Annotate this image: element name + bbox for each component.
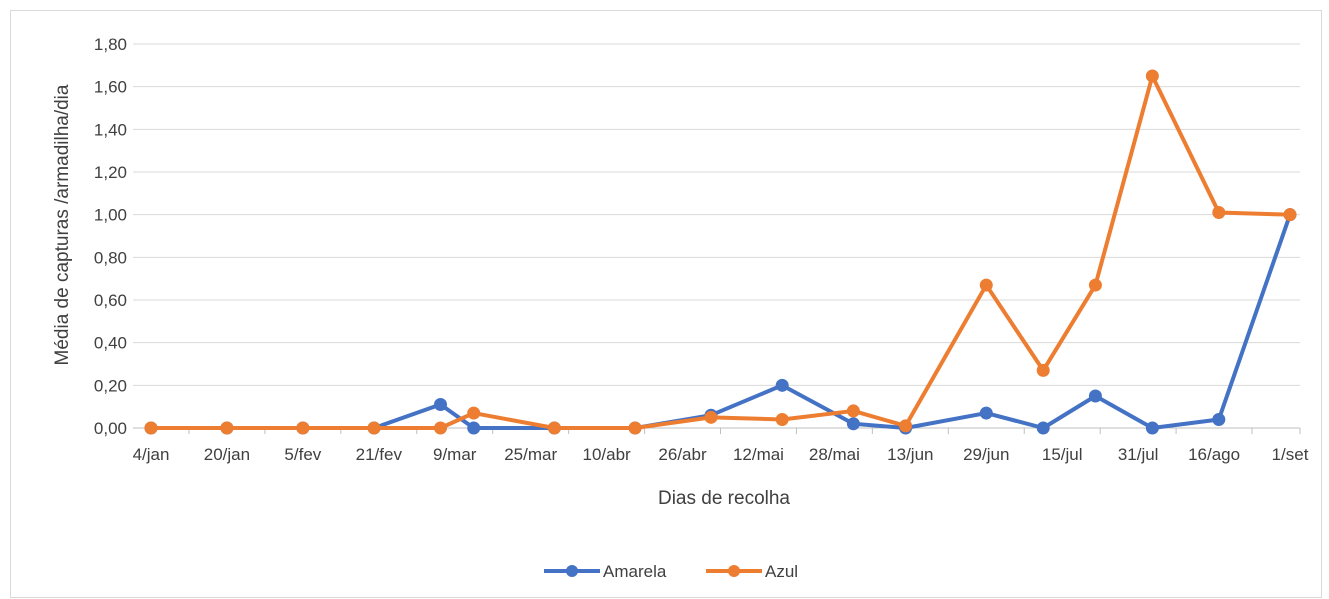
y-tick-label: 1,20 [94,163,127,182]
legend: Amarela Azul [544,562,798,581]
x-tick-label: 5/fev [284,445,321,464]
data-point [1145,421,1159,435]
data-point [775,412,789,426]
series-line [149,212,1292,430]
data-point [467,406,481,420]
data-point [1212,412,1226,426]
data-point [367,421,381,435]
x-tick-label: 13/jun [887,445,933,464]
series-azul [144,69,1297,435]
data-point [979,406,993,420]
chart-frame [10,10,1322,598]
x-tick-label: 1/set [1272,445,1309,464]
x-tick-label: 20/jan [204,445,250,464]
y-tick-label: 0,00 [94,419,127,438]
x-tick-label: 9/mar [433,445,477,464]
x-tick-label: 4/jan [133,445,170,464]
legend-item: Amarela [544,562,667,581]
data-point [846,417,860,431]
y-tick-label: 1,80 [94,35,127,54]
legend-label: Amarela [603,562,667,581]
data-point [1088,278,1102,292]
y-axis-tick-labels: 0,00 0,20 0,40 0,60 0,80 1,00 1,20 1,40 1,60 1,80 [94,35,127,438]
y-tick-label: 1,40 [94,120,127,139]
series-line [149,74,1292,430]
x-tick-label: 21/fev [356,445,403,464]
y-tick-label: 0,40 [94,334,127,353]
data-series [144,69,1297,435]
data-point [433,421,447,435]
data-point [628,421,642,435]
data-point [547,421,561,435]
data-point [846,404,860,418]
gridlines [133,43,1300,386]
data-point [1036,421,1050,435]
legend-marker [728,565,740,577]
data-point [775,378,789,392]
data-point [467,421,481,435]
x-axis-tick-labels: 4/jan 20/jan 5/fev 21/fev 9/mar 25/mar 10/abr 2… [133,445,1309,464]
x-tick-label: 31/jul [1118,445,1159,464]
y-tick-label: 1,60 [94,78,127,97]
data-point [1088,389,1102,403]
data-point [1036,363,1050,377]
y-tick-label: 1,00 [94,206,127,225]
x-tick-label: 16/ago [1188,445,1240,464]
x-tick-label: 12/mai [733,445,784,464]
data-point [899,419,913,433]
data-point [220,421,234,435]
data-point [1283,208,1297,222]
x-tick-label: 26/abr [658,445,707,464]
data-point [433,398,447,412]
x-tick-label: 28/mai [809,445,860,464]
y-tick-label: 0,80 [94,248,127,267]
data-point [704,410,718,424]
x-tick-label: 15/jul [1042,445,1083,464]
legend-item: Azul [706,562,798,581]
data-point [979,278,993,292]
x-tick-label: 25/mar [504,445,557,464]
series-amarela [144,208,1297,435]
data-point [296,421,310,435]
x-tick-label: 10/abr [582,445,631,464]
x-axis-title: Dias de recolha [658,488,790,509]
data-point [1212,206,1226,220]
x-tick-label: 29/jun [963,445,1009,464]
data-point [1145,69,1159,83]
y-tick-label: 0,60 [94,291,127,310]
y-axis-title: Média de capturas /armadilha/dia [52,84,73,365]
y-tick-label: 0,20 [94,376,127,395]
legend-marker [566,565,578,577]
legend-label: Azul [765,562,798,581]
data-point [144,421,158,435]
